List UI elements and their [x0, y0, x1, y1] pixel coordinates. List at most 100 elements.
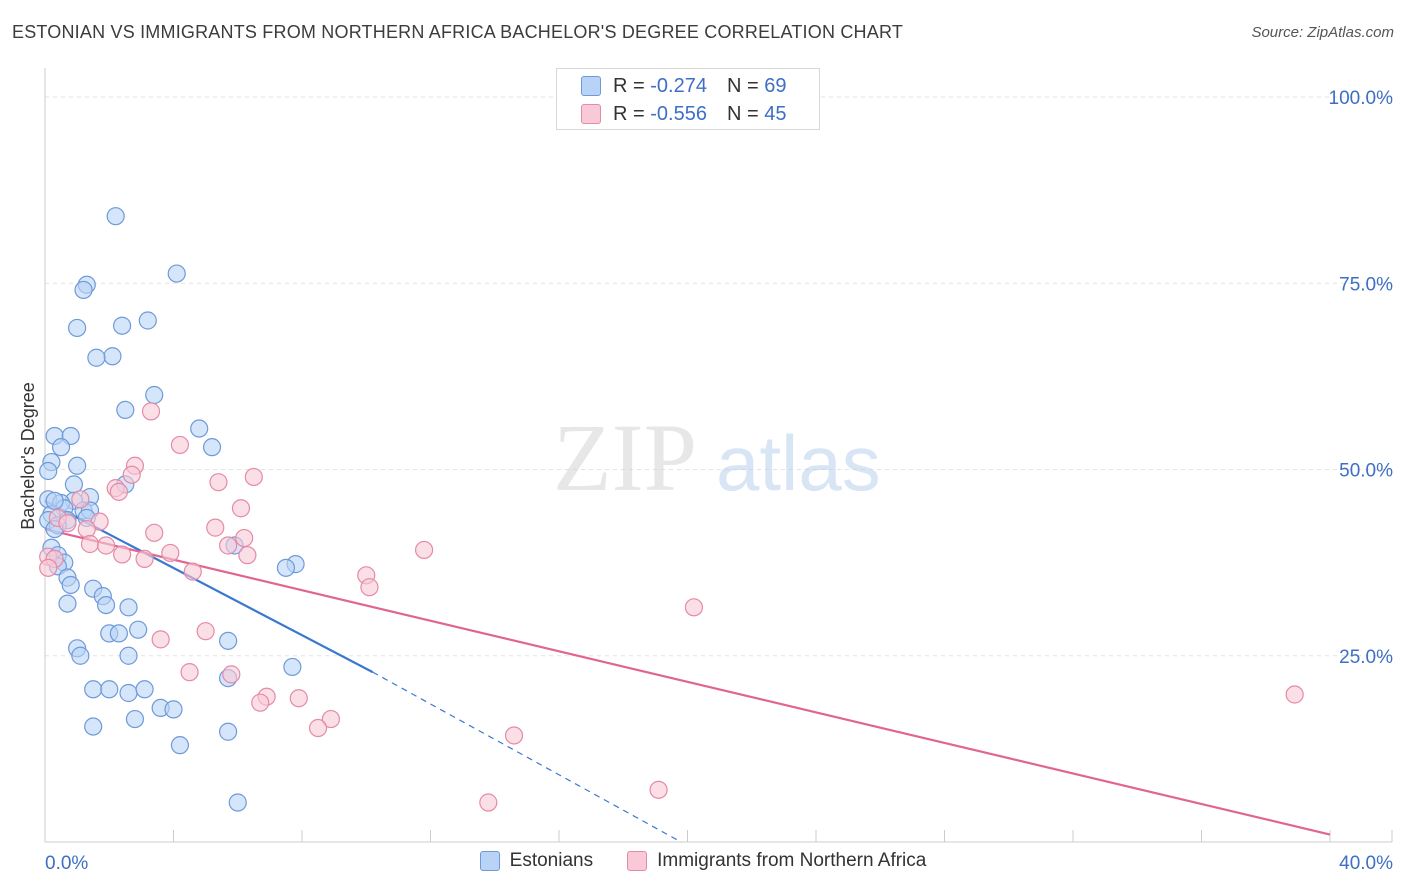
estonian-point	[190, 419, 209, 438]
immigrant-point	[96, 536, 116, 555]
estonian-point	[119, 598, 138, 617]
x-tick-label: 40.0%	[1339, 853, 1393, 874]
immigrant-point	[360, 578, 379, 597]
immigrant-point	[183, 562, 202, 581]
estonian-point	[219, 631, 238, 650]
immigrant-point	[649, 780, 668, 799]
estonian-point	[170, 736, 190, 755]
immigrant-point	[479, 793, 498, 812]
legend-swatch-blue	[479, 851, 500, 871]
immigrant-point	[77, 519, 96, 539]
immigrant-point	[151, 630, 170, 649]
immigrant-point	[209, 473, 228, 492]
immigrant-point	[414, 540, 434, 560]
legend-swatch-pink	[627, 851, 648, 871]
immigrant-point	[321, 709, 341, 729]
estonian-point	[61, 575, 80, 595]
stats-swatch-pink	[581, 104, 601, 124]
estonians-trendline-extension	[372, 671, 682, 843]
immigrant-point	[39, 558, 58, 577]
immigrant-point	[238, 546, 257, 565]
estonian-point	[84, 680, 103, 699]
immigrant-point	[1285, 685, 1304, 704]
y-tick-label: 100.0%	[1329, 88, 1394, 109]
estonian-point	[71, 646, 90, 665]
immigrants-trendline	[44, 528, 1331, 836]
immigrant-point	[122, 465, 141, 484]
watermark-atlas: atlas	[716, 419, 881, 507]
immigrant-point	[58, 514, 77, 533]
estonian-point	[39, 461, 58, 481]
immigrant-point	[235, 528, 254, 548]
immigrant-point	[196, 622, 215, 641]
legend-item-immigrants[interactable]: Immigrants from Northern Africa	[627, 850, 926, 872]
tick-labels: 25.0% 50.0% 75.0% 100.0% 0.0% 40.0%	[45, 88, 1393, 874]
immigrant-point	[289, 689, 308, 708]
legend-label: Immigrants from Northern Africa	[657, 850, 927, 871]
estonian-point	[116, 400, 135, 419]
estonian-point	[106, 207, 125, 226]
y-tick-label: 25.0%	[1339, 647, 1393, 668]
y-axis-label: Bachelor's Degree	[18, 382, 38, 530]
estonian-point	[219, 722, 238, 741]
estonian-point	[45, 491, 64, 510]
estonian-point	[87, 348, 106, 367]
y-tick-label: 75.0%	[1339, 274, 1393, 295]
estonian-point	[119, 646, 138, 665]
x-tick-label: 0.0%	[45, 853, 88, 874]
immigrant-point	[141, 402, 161, 421]
immigrant-point	[161, 543, 180, 563]
estonian-point	[125, 709, 145, 729]
stats-r-value: -0.274	[650, 74, 707, 97]
estonian-point	[276, 558, 296, 577]
data-points	[39, 207, 1304, 812]
stats-n-label: N =	[726, 102, 759, 125]
immigrant-point	[71, 490, 90, 509]
estonian-point	[129, 620, 148, 639]
estonian-point	[119, 683, 138, 703]
immigrant-point	[308, 718, 328, 738]
stats-r-label: R =	[613, 74, 645, 97]
y-tick-label: 50.0%	[1339, 461, 1393, 482]
estonian-point	[100, 680, 119, 699]
immigrant-point	[684, 598, 704, 617]
estonian-point	[96, 595, 116, 615]
legend-item-estonians[interactable]: Estonians	[479, 850, 594, 872]
estonian-point	[51, 438, 71, 457]
axes	[44, 68, 1393, 843]
immigrant-point	[112, 545, 132, 564]
estonian-point	[58, 594, 77, 613]
immigrant-point	[145, 523, 164, 542]
estonian-point	[84, 717, 103, 736]
stats-box: R = -0.274 N = 69 R = -0.556 N = 45	[556, 68, 820, 130]
stats-n-value: 45	[764, 102, 787, 125]
estonian-point	[74, 280, 93, 300]
estonian-point	[68, 456, 87, 475]
legend-label: Estonians	[509, 850, 594, 871]
stats-r-value: -0.556	[650, 102, 707, 125]
immigrant-point	[219, 536, 238, 555]
legend: Estonians Immigrants from Northern Afric…	[0, 850, 1406, 872]
estonian-point	[135, 680, 154, 699]
estonian-point	[167, 264, 186, 283]
immigrant-point	[504, 726, 524, 745]
immigrant-point	[244, 467, 263, 487]
stats-swatch-blue	[581, 76, 601, 96]
chart-title: ESTONIAN VS IMMIGRANTS FROM NORTHERN AFR…	[12, 22, 904, 42]
estonian-point	[68, 318, 87, 338]
estonian-point	[103, 347, 122, 366]
stats-row-immigrants: R = -0.556 N = 45	[581, 101, 786, 127]
watermark-zip: ZIP	[553, 404, 697, 511]
immigrant-point	[170, 435, 190, 455]
immigrant-point	[251, 693, 270, 712]
estonian-point	[202, 438, 222, 457]
immigrant-point	[231, 499, 251, 518]
estonian-point	[164, 700, 183, 719]
stats-r-label: R =	[613, 102, 645, 125]
estonian-point	[112, 316, 132, 335]
estonian-point	[228, 793, 247, 812]
stats-n-value: 69	[764, 74, 787, 97]
stats-n-label: N =	[726, 74, 759, 97]
estonian-point	[109, 624, 128, 643]
